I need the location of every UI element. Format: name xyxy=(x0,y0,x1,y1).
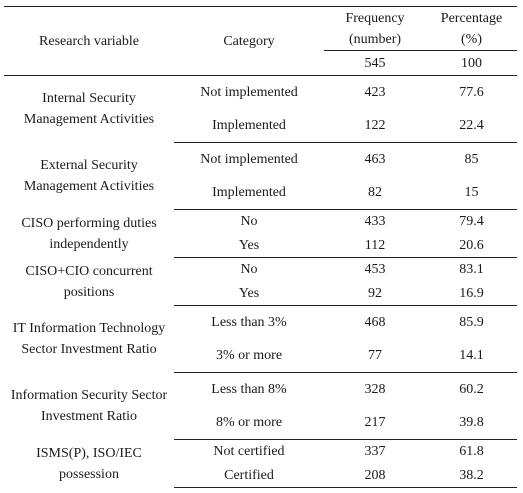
percentage-cell: 38.2 xyxy=(426,463,517,488)
frequency-cell: 423 xyxy=(364,84,386,100)
percentage-cell: 22.4 xyxy=(426,108,517,143)
percentage-cell: 85 xyxy=(464,151,479,167)
percentage-cell: 39.8 xyxy=(426,405,517,440)
variable-label: ISMS(P), ISO/IEC possession xyxy=(36,445,142,482)
category-cell: Yes xyxy=(174,233,324,258)
percentage-cell: 77.6 xyxy=(459,84,484,100)
frequency-cell: 433 xyxy=(364,214,386,230)
category-cell: Less than 3% xyxy=(211,314,287,330)
category-cell: Implemented xyxy=(174,175,324,210)
header-category: Category xyxy=(174,6,324,76)
frequency-cell: 112 xyxy=(324,233,426,258)
percentage-cell: 14.1 xyxy=(426,338,517,373)
group-ciso-cio: CISO+CIO concurrent positions No 453 83.… xyxy=(4,258,517,306)
variable-label: Internal Security Management Activities xyxy=(23,91,155,128)
frequency-cell: 468 xyxy=(364,314,386,330)
variable-label: Information Security Sector Investment R… xyxy=(10,388,168,424)
category-cell: Yes xyxy=(174,281,324,306)
group-infosec-investment: Information Security Sector Investment R… xyxy=(4,373,517,440)
header-frequency: Frequency (number) xyxy=(324,6,426,51)
percentage-cell: 60.2 xyxy=(459,381,484,397)
frequency-cell: 328 xyxy=(364,381,386,397)
variable-label: CISO+CIO concurrent positions xyxy=(25,263,153,300)
category-cell: No xyxy=(240,214,258,230)
category-cell: Not certified xyxy=(213,444,285,460)
percentage-cell: 79.4 xyxy=(459,214,484,230)
variable-label: External Security Management Activities xyxy=(23,158,155,194)
category-cell: Certified xyxy=(174,463,324,488)
percentage-cell: 61.8 xyxy=(459,444,484,460)
frequency-cell: 217 xyxy=(324,405,426,440)
group-it-investment: IT Information Technology Sector Investm… xyxy=(4,306,517,373)
variable-label: IT Information Technology Sector Investm… xyxy=(12,321,166,357)
category-cell: Not implemented xyxy=(200,151,298,167)
frequency-cell: 82 xyxy=(324,175,426,210)
variable-label: CISO performing duties independently xyxy=(21,215,157,252)
frequency-cell: 77 xyxy=(324,338,426,373)
group-ciso-independent: CISO performing duties independently No … xyxy=(4,210,517,258)
percentage-cell: 20.6 xyxy=(426,233,517,258)
frequency-cell: 122 xyxy=(324,108,426,143)
group-external-security: External Security Management Activities … xyxy=(4,143,517,210)
header-percentage: Percentage (%) xyxy=(426,6,517,51)
percentage-cell: 85.9 xyxy=(459,314,484,330)
total-frequency: 545 xyxy=(324,50,426,76)
category-cell: Implemented xyxy=(174,108,324,143)
header-research-variable: Research variable xyxy=(4,6,174,76)
category-cell: 8% or more xyxy=(174,405,324,440)
frequency-cell: 337 xyxy=(364,444,386,460)
frequency-cell: 92 xyxy=(324,281,426,306)
group-internal-security: Internal Security Management Activities … xyxy=(4,76,517,143)
category-cell: 3% or more xyxy=(174,338,324,373)
percentage-cell: 16.9 xyxy=(426,281,517,306)
frequency-table: Research variable Category Frequency (nu… xyxy=(4,6,517,488)
category-cell: No xyxy=(240,262,258,278)
frequency-cell: 453 xyxy=(364,262,386,278)
frequency-cell: 208 xyxy=(324,463,426,488)
category-cell: Not implemented xyxy=(200,84,298,100)
percentage-cell: 83.1 xyxy=(459,262,484,278)
frequency-cell: 463 xyxy=(364,151,386,167)
category-cell: Less than 8% xyxy=(211,381,287,397)
group-isms-possession: ISMS(P), ISO/IEC possession Not certifie… xyxy=(4,440,517,488)
total-percentage: 100 xyxy=(426,50,517,76)
percentage-cell: 15 xyxy=(426,175,517,210)
